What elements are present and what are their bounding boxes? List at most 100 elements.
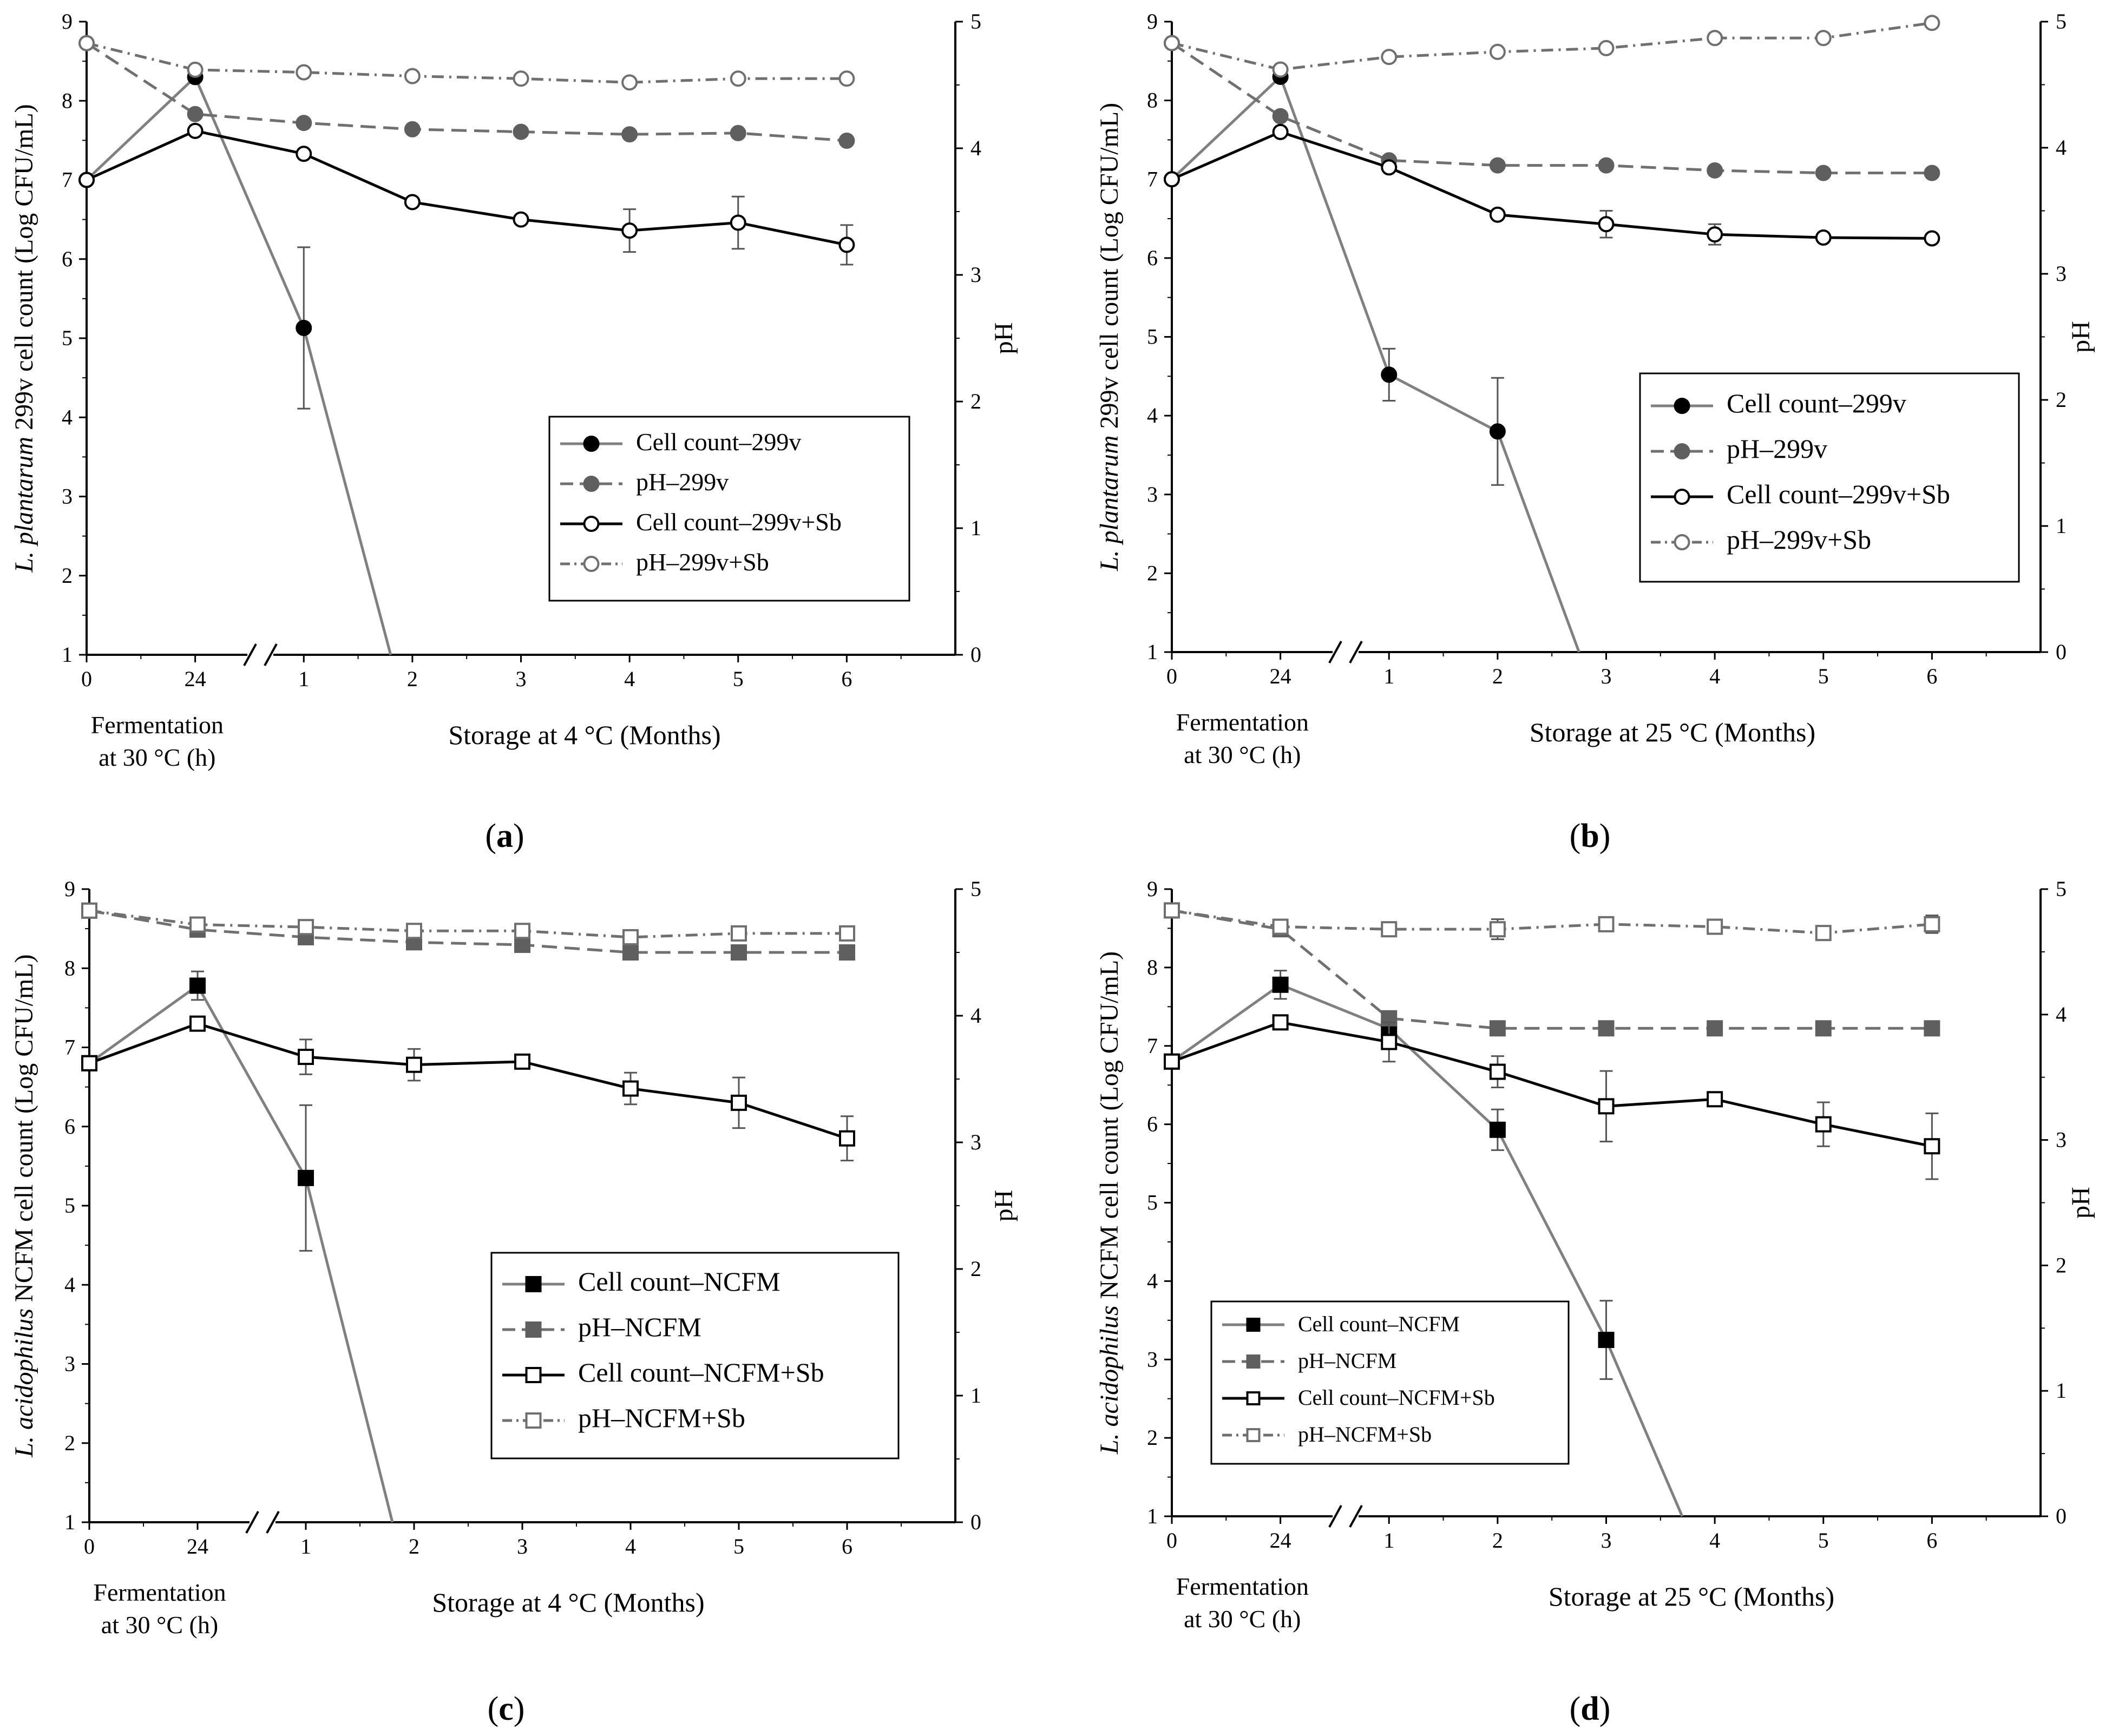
axis-break-mark xyxy=(1328,1505,1342,1528)
x-tick-label: 24 xyxy=(1270,1528,1291,1553)
x-label-storage: Storage at 4 °C (Months) xyxy=(432,1587,704,1617)
data-point xyxy=(298,1049,314,1066)
series-pH–299v xyxy=(1164,35,1940,181)
y-tick-label: 2 xyxy=(1147,1425,1158,1450)
x-tick-label: 2 xyxy=(409,1534,419,1559)
data-point xyxy=(1598,40,1615,56)
axis-break-gap xyxy=(1333,648,1359,656)
y-tick-label: 3 xyxy=(1147,1347,1158,1371)
series-pH–299v+Sb xyxy=(78,35,855,91)
legend-label: Cell count–299v+Sb xyxy=(1727,479,1950,509)
data-point xyxy=(1381,159,1398,176)
series-pH–NCFM+Sb xyxy=(1164,902,1940,942)
legend-box xyxy=(490,1252,900,1459)
data-point xyxy=(1924,230,1940,247)
y2-tick-label: 0 xyxy=(970,642,981,667)
y2-tick-label: 4 xyxy=(970,1003,981,1028)
data-point xyxy=(1381,921,1398,938)
y2-tick-label: 1 xyxy=(2056,1378,2067,1403)
y2-tick-label: 4 xyxy=(2056,135,2067,160)
series-line xyxy=(89,909,847,954)
x-tick-label: 0 xyxy=(81,667,92,691)
y-tick-label: 1 xyxy=(1147,1504,1158,1528)
y-tick-label: 6 xyxy=(1147,1112,1158,1136)
data-point xyxy=(731,944,747,961)
data-point xyxy=(1924,165,1940,181)
y2-tick-label: 1 xyxy=(970,1383,981,1408)
data-point xyxy=(513,123,529,140)
axis-break-gap xyxy=(247,650,273,659)
y2-tick-label: 5 xyxy=(970,877,981,901)
y-tick-label: 8 xyxy=(62,88,73,113)
x-tick-label: 4 xyxy=(625,1534,636,1559)
data-point xyxy=(1164,1053,1180,1070)
y-tick-label: 5 xyxy=(1147,325,1158,349)
data-point xyxy=(1381,1034,1398,1050)
y2-tick-label: 2 xyxy=(970,1257,981,1281)
data-point xyxy=(187,106,204,122)
legend-marker xyxy=(583,436,600,452)
data-point xyxy=(731,1094,747,1111)
axis-break-mark xyxy=(245,1511,259,1534)
data-point xyxy=(839,1130,855,1147)
y-tick-label: 1 xyxy=(1147,640,1158,664)
data-point xyxy=(1489,206,1506,223)
data-point xyxy=(1598,1098,1615,1115)
y2-tick-label: 0 xyxy=(970,1510,981,1534)
series-line xyxy=(1171,1021,1932,1148)
legend-marker xyxy=(525,1276,542,1292)
data-point xyxy=(1272,1014,1289,1031)
legend-label: pH–NCFM+Sb xyxy=(1298,1422,1432,1446)
data-point xyxy=(187,122,204,139)
legend-label: Cell count–299v xyxy=(1727,388,1906,418)
legend-marker xyxy=(525,1321,542,1338)
y-tick-label: 7 xyxy=(1147,1034,1158,1058)
y-tick-label: 9 xyxy=(64,877,75,901)
y-tick-label: 9 xyxy=(62,9,73,34)
y-tick-label: 5 xyxy=(1147,1191,1158,1215)
series-Cell count–NCFM+Sb xyxy=(81,1015,855,1162)
x-tick-label: 6 xyxy=(842,1534,852,1559)
data-point xyxy=(1924,1020,1940,1037)
data-point xyxy=(1707,1020,1723,1037)
data-point xyxy=(1707,226,1723,243)
data-point xyxy=(296,319,312,336)
data-point xyxy=(1598,157,1615,174)
y2-axis-title: pH xyxy=(2067,1187,2095,1219)
data-point xyxy=(404,194,421,211)
y-tick-label: 1 xyxy=(62,642,73,667)
data-point xyxy=(1164,171,1180,188)
series-line xyxy=(1171,130,1932,240)
data-point xyxy=(1815,925,1832,942)
panel-label: (d) xyxy=(1570,1691,1611,1727)
y-tick-label: 8 xyxy=(1147,955,1158,979)
data-point xyxy=(298,1169,314,1186)
data-point xyxy=(1489,1020,1506,1037)
data-point xyxy=(1707,1091,1723,1108)
y-tick-label: 3 xyxy=(64,1352,75,1376)
y2-tick-label: 0 xyxy=(2056,640,2067,664)
legend: Cell count–299v pH–299v Cell count–299v+Sb… xyxy=(548,416,910,602)
data-point xyxy=(839,925,855,942)
data-point xyxy=(1598,916,1615,932)
axis-break-mark xyxy=(243,643,257,666)
data-point xyxy=(1164,902,1180,919)
data-point xyxy=(404,121,421,137)
axis-break-gap xyxy=(1333,1512,1359,1521)
y2-tick-label: 1 xyxy=(2056,514,2067,538)
legend-label: pH–NCFM+Sb xyxy=(578,1403,745,1433)
legend-label: pH–299v+Sb xyxy=(636,548,769,576)
x-tick-label: 2 xyxy=(1492,664,1503,688)
series-line xyxy=(86,42,847,142)
legend-box xyxy=(548,416,910,602)
data-point xyxy=(1924,916,1940,932)
data-point xyxy=(1598,216,1615,233)
data-point xyxy=(513,211,529,228)
legend-marker xyxy=(583,556,600,572)
data-point xyxy=(1707,162,1723,179)
legend-marker xyxy=(525,1367,542,1383)
data-point xyxy=(1272,918,1289,935)
